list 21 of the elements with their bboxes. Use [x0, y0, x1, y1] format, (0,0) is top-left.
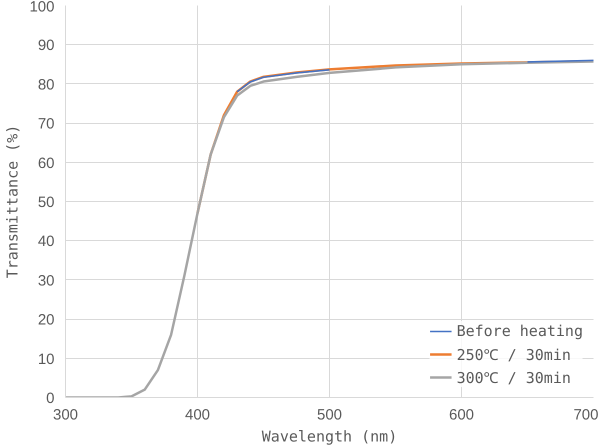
x-axis-title: Wavelength (nm) [262, 428, 398, 446]
y-tick-label: 40 [38, 233, 55, 250]
legend-label: 250℃ / 30min [456, 345, 571, 364]
y-tick-label: 50 [38, 194, 55, 211]
legend-label: 300℃ / 30min [456, 368, 571, 387]
y-tick-label: 80 [38, 76, 55, 94]
y-tick-label: 20 [38, 312, 55, 329]
y-tick-label: 10 [38, 350, 55, 368]
y-axis-title: Transmittance (%) [3, 124, 22, 278]
x-tick-label: 500 [316, 406, 342, 424]
y-tick-label: 70 [38, 116, 55, 133]
y-tick-label: 90 [38, 37, 55, 54]
y-tick-label: 30 [38, 272, 55, 290]
x-tick-label: 600 [448, 406, 474, 424]
x-tick-label: 700 [573, 406, 598, 424]
legend-label: Before heating [456, 322, 583, 340]
x-tick-label: 300 [52, 406, 78, 424]
x-tick-label: 400 [184, 406, 210, 424]
y-tick-label: 0 [46, 390, 54, 407]
y-tick-label: 100 [29, 0, 55, 16]
y-tick-label: 60 [38, 154, 55, 172]
